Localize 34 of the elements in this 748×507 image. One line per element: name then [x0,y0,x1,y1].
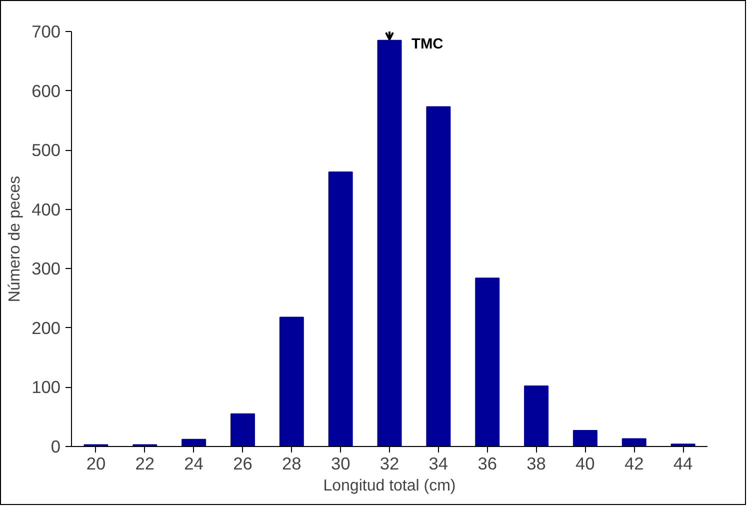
x-tick-label: 24 [184,454,204,474]
bar [377,40,402,446]
x-axis-title: Longitud total (cm) [323,478,456,494]
x-tick-label: 34 [428,454,448,474]
x-tick-label: 44 [673,454,694,474]
y-tick-label: 0 [50,436,61,456]
x-tick-label: 32 [380,454,400,474]
x-tick-label: 20 [86,454,106,474]
x-tick-label: 22 [135,454,155,474]
x-tick-label: 36 [478,454,497,474]
y-tick-label: 600 [32,80,61,101]
y-tick-label: 200 [32,318,61,338]
y-tick-label: 100 [32,377,61,398]
bar [328,172,353,446]
annotation: TMC [412,36,444,53]
x-tick-label: 30 [330,454,350,474]
y-tick-label: 700 [32,22,61,42]
y-tick-label: 500 [32,140,61,160]
y-tick-label: 300 [32,258,61,279]
x-tick-label: 40 [576,454,595,474]
bar [572,430,598,446]
bar [279,316,304,446]
bar [182,438,206,446]
x-tick-label: 38 [526,454,546,474]
bar [622,438,646,446]
x-tick-label: 26 [233,454,252,474]
bar [475,278,500,446]
x-tick-label: 28 [282,454,302,474]
bar [230,413,255,446]
x-tick-label: 42 [624,454,644,474]
y-axis-title: Número de peces [6,176,24,302]
bar [426,106,451,446]
bar [524,386,549,446]
y-tick-label: 400 [32,199,61,220]
